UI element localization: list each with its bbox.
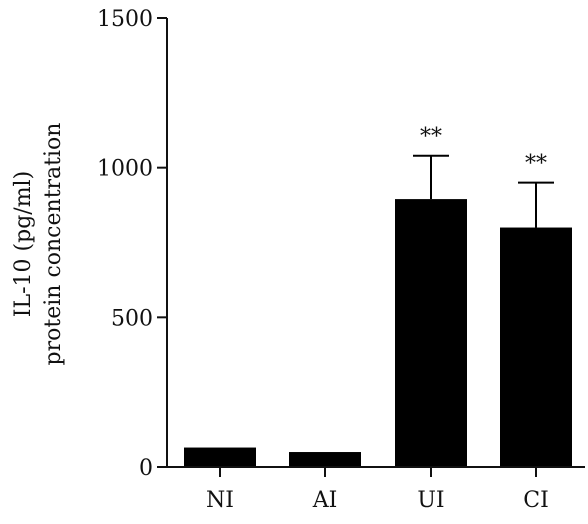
significance-mark-ci: ** <box>525 152 547 177</box>
bar-ni <box>184 447 256 467</box>
y-axis-title-line-1: IL-10 (pg/ml) <box>11 171 36 317</box>
y-axis-ticks: 0 500 1000 1500 <box>97 7 167 481</box>
y-tick-label: 1000 <box>97 157 153 182</box>
significance-mark-ui: ** <box>420 125 442 150</box>
x-tick-label: NI <box>206 488 234 513</box>
x-tick-label: CI <box>523 488 549 513</box>
x-tick-label: UI <box>417 488 444 513</box>
y-tick-label: 500 <box>111 306 153 331</box>
y-tick-label: 1500 <box>97 7 153 32</box>
bars: ** ** <box>184 125 572 467</box>
y-tick-label: 0 <box>139 456 153 481</box>
y-axis-title-line-2: protein concentration <box>41 123 66 366</box>
bar-ci <box>500 227 572 467</box>
bar-ui <box>395 199 467 467</box>
x-axis-ticks: NI AI UI CI <box>206 467 549 513</box>
bar-ai <box>289 452 361 467</box>
y-axis-title: IL-10 (pg/ml) protein concentration <box>11 123 66 366</box>
x-tick-label: AI <box>312 488 338 513</box>
